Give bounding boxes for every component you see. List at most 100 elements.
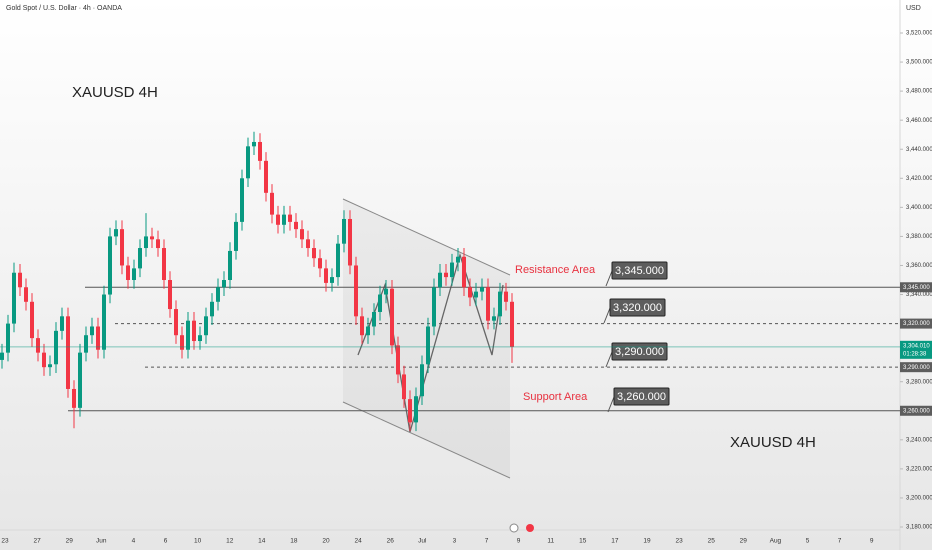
event-icon[interactable]	[509, 523, 519, 533]
y-tick-label: 3,440.000	[906, 147, 932, 153]
candle-body	[150, 236, 154, 240]
candle-body	[228, 250, 232, 280]
candle-body	[132, 268, 136, 280]
candle-body	[324, 268, 328, 283]
candle-body	[42, 352, 46, 368]
candle-body	[390, 288, 394, 346]
candle-body	[510, 301, 514, 347]
candle-body	[180, 335, 184, 350]
candle-body	[0, 352, 4, 360]
candle-body	[276, 214, 280, 225]
y-tick-label: 3,500.000	[906, 60, 932, 66]
x-tick-label: 11	[547, 538, 554, 545]
candle-body	[360, 316, 364, 336]
axis-tag	[900, 318, 932, 329]
x-tick-label: 26	[387, 538, 395, 545]
x-tick-label: 27	[33, 538, 41, 545]
candle-body	[300, 229, 304, 240]
x-tick-label: 4	[132, 538, 136, 545]
callout-line	[605, 351, 613, 368]
x-tick-label: Jul	[418, 538, 427, 545]
x-tick-label: 15	[579, 538, 587, 545]
y-tick-label: 3,220.000	[906, 466, 932, 472]
axis-tag	[900, 362, 932, 373]
candle-body	[204, 316, 208, 336]
candle-body	[366, 326, 370, 336]
candle-body	[84, 335, 88, 353]
currency: USD	[906, 5, 921, 12]
candle-body	[474, 291, 478, 298]
candle-body	[240, 178, 244, 222]
candle-body	[120, 229, 124, 266]
x-tick-label: 19	[643, 538, 651, 545]
callout-line	[605, 270, 613, 287]
candle-body	[144, 236, 148, 249]
x-tick-label: 29	[66, 538, 74, 545]
candle-body	[336, 243, 340, 278]
candle-body	[138, 248, 142, 269]
candle-body	[468, 287, 472, 298]
candle-body	[318, 258, 322, 269]
axis-tag-label: 3,345.000	[903, 285, 930, 291]
candle-body	[168, 280, 172, 310]
candle-body	[264, 160, 268, 193]
candle-body	[174, 309, 178, 336]
x-tick-label: 12	[226, 538, 234, 545]
candle-body	[114, 229, 118, 237]
y-tick-label: 3,200.000	[906, 496, 932, 502]
candle-body	[402, 374, 406, 400]
candle-body	[486, 287, 490, 321]
y-tick-label: 3,180.000	[906, 525, 932, 531]
level-box	[613, 387, 670, 406]
x-tick-label: 23	[1, 538, 9, 545]
candle-body	[354, 265, 358, 317]
candle-body	[162, 248, 166, 280]
x-tick-label: 6	[164, 538, 168, 545]
event-icon[interactable]	[526, 524, 534, 532]
candle-body	[222, 280, 226, 288]
y-tick-label: 3,480.000	[906, 89, 932, 95]
candle-body	[198, 335, 202, 342]
candle-body	[108, 236, 112, 295]
callout-line	[607, 396, 615, 413]
candle-body	[348, 218, 352, 266]
candle-body	[408, 399, 412, 423]
y-tick-label: 3,420.000	[906, 176, 932, 182]
candle-body	[54, 330, 58, 365]
candle-body	[420, 364, 424, 397]
candle-body	[234, 221, 238, 251]
candle-body	[378, 294, 382, 312]
candle-body	[450, 262, 454, 278]
candle-body	[444, 272, 448, 278]
y-tick-label: 3,460.000	[906, 118, 932, 124]
y-tick-label: 3,400.000	[906, 205, 932, 211]
candle-body	[186, 320, 190, 350]
candle-body	[66, 316, 70, 389]
last-price-label: 3,304.010	[903, 343, 930, 349]
y-tick-label: 3,520.000	[906, 31, 932, 37]
candle-body	[72, 388, 76, 408]
axis-tag-label: 3,320.000	[903, 321, 930, 327]
level-label: 3,260.000	[617, 391, 666, 403]
y-tick-label: 3,340.000	[906, 292, 932, 298]
annotation: XAUUSD 4H	[72, 84, 158, 101]
candle-body	[396, 345, 400, 375]
candle-body	[504, 291, 508, 302]
x-tick-label: 14	[258, 538, 266, 545]
channel-line	[342, 401, 511, 479]
candle-body	[330, 277, 334, 283]
x-tick-label: 7	[838, 538, 842, 545]
candle-body	[258, 141, 262, 161]
annotation: Support Area	[523, 391, 588, 403]
countdown: 01:28:38	[903, 351, 927, 357]
y-tick-label: 3,360.000	[906, 263, 932, 269]
callout-line	[603, 307, 611, 324]
candle-body	[30, 301, 34, 339]
candle-body	[96, 326, 100, 350]
x-tick-label: 9	[517, 538, 521, 545]
candle-body	[294, 221, 298, 230]
candle-body	[216, 287, 220, 302]
candle-body	[24, 287, 28, 302]
x-tick-label: 23	[675, 538, 683, 545]
candle-body	[156, 239, 160, 249]
